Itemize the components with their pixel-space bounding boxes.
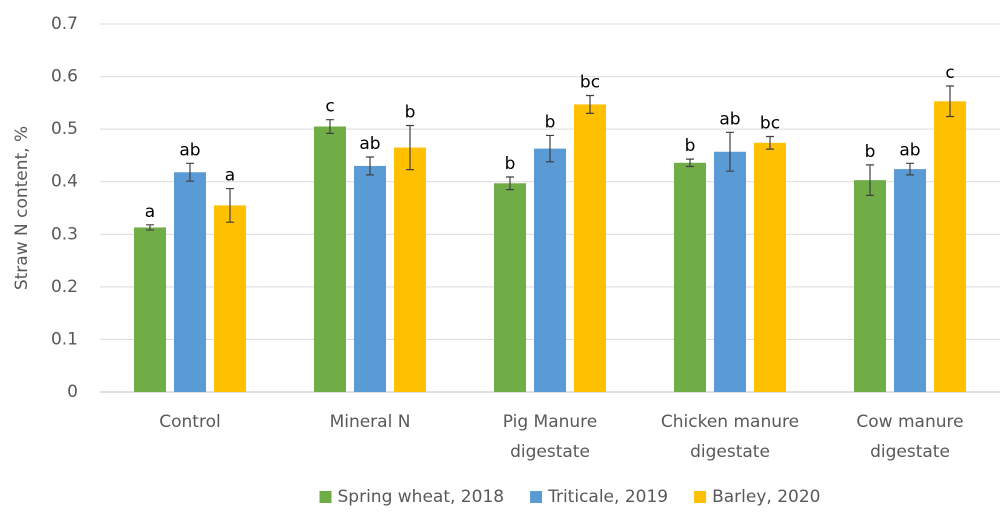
significance-letter: a (145, 202, 155, 222)
x-tick-label: Chicken manure (661, 412, 799, 432)
bar (174, 172, 206, 392)
significance-letter: b (545, 112, 556, 132)
legend-label: Triticale, 2019 (547, 487, 668, 507)
y-axis-label: Straw N content, % (12, 126, 32, 290)
bar (934, 101, 966, 392)
error-bar (946, 85, 954, 118)
bar (214, 205, 246, 392)
significance-letter: b (505, 154, 516, 174)
significance-letter: bc (580, 72, 600, 92)
bar (394, 147, 426, 392)
bar (494, 183, 526, 392)
error-bar (866, 164, 874, 196)
legend-swatch (319, 491, 332, 503)
significance-letter: b (405, 102, 416, 122)
significance-letter: c (945, 63, 954, 83)
significance-letter: bc (760, 114, 780, 134)
x-tick-label: Pig Manure (503, 412, 598, 432)
x-tick-label: Cow manure (856, 412, 963, 432)
bar (354, 165, 386, 392)
x-tick-label: Mineral N (330, 412, 411, 432)
significance-letter: c (325, 97, 334, 117)
error-bar (506, 176, 514, 191)
bar (534, 148, 566, 392)
significance-letter: ab (719, 109, 740, 129)
bar (754, 142, 786, 392)
error-bar (226, 187, 234, 223)
y-tick-label: 0.3 (51, 224, 78, 244)
error-bar (906, 162, 914, 176)
y-tick-label: 0.2 (51, 277, 78, 297)
x-tick-label: digestate (870, 442, 950, 462)
error-bar (546, 134, 554, 163)
significance-letter: ab (899, 140, 920, 160)
error-bar (366, 156, 374, 176)
y-tick-label: 0 (67, 382, 78, 402)
error-bar (686, 158, 694, 168)
y-tick-label: 0.7 (51, 14, 78, 34)
bar (574, 104, 606, 392)
bar (854, 180, 886, 392)
significance-letter: a (225, 166, 235, 186)
error-bar (586, 94, 594, 114)
legend-swatch (530, 491, 543, 503)
error-bar (146, 224, 154, 231)
legend-label: Barley, 2020 (712, 487, 820, 507)
x-tick-label: digestate (510, 442, 590, 462)
bar (714, 151, 746, 392)
y-tick-label: 0.4 (51, 172, 78, 192)
y-tick-label: 0.6 (51, 67, 78, 87)
error-bar (766, 135, 774, 150)
significance-letter: ab (359, 134, 380, 154)
y-tick-label: 0.1 (51, 329, 78, 349)
x-tick-label: digestate (690, 442, 770, 462)
significance-letter: ab (179, 140, 200, 160)
significance-letter: b (865, 142, 876, 162)
legend-label: Spring wheat, 2018 (338, 487, 505, 507)
error-bar (186, 162, 194, 182)
bar (894, 169, 926, 392)
bar (134, 227, 166, 392)
error-bar (406, 124, 414, 171)
error-bar (726, 131, 734, 172)
x-tick-label: Control (159, 412, 220, 432)
y-tick-label: 0.5 (51, 119, 78, 139)
significance-letter: b (685, 136, 696, 156)
error-bar (326, 119, 334, 134)
legend-swatch (694, 491, 707, 503)
bar (674, 162, 706, 392)
bar (314, 126, 346, 392)
